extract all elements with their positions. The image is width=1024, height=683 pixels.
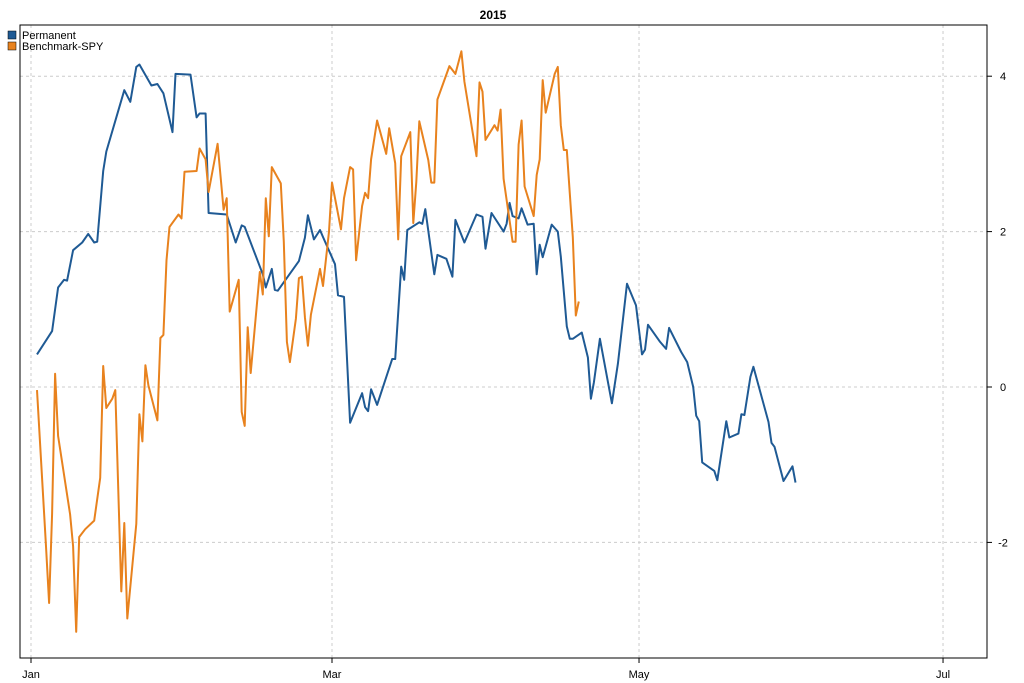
x-axis: Jan Mar May Jul [22,658,950,681]
legend-label: Benchmark-SPY [22,41,104,53]
y-axis: -2 0 2 4 [987,71,1008,549]
x-tick-label: May [629,669,650,681]
grid [20,25,987,658]
y-tick-label: 2 [1000,227,1006,239]
legend-swatch [7,41,17,51]
series-group [36,50,797,633]
x-tick-label: Jan [22,669,40,681]
x-tick-label: Mar [323,669,342,681]
legend-swatch [7,30,17,40]
series-line-permanent [36,63,797,483]
y-tick-label: 0 [1000,382,1006,394]
x-tick-label: Jul [936,669,950,681]
chart-title: 2015 [480,8,507,22]
legend-label: Permanent [22,30,76,42]
plot-frame [19,24,988,659]
y-tick-label: -2 [998,537,1008,549]
series-line-benchmark-spy [36,50,580,633]
y-tick-label: 4 [1000,71,1006,83]
